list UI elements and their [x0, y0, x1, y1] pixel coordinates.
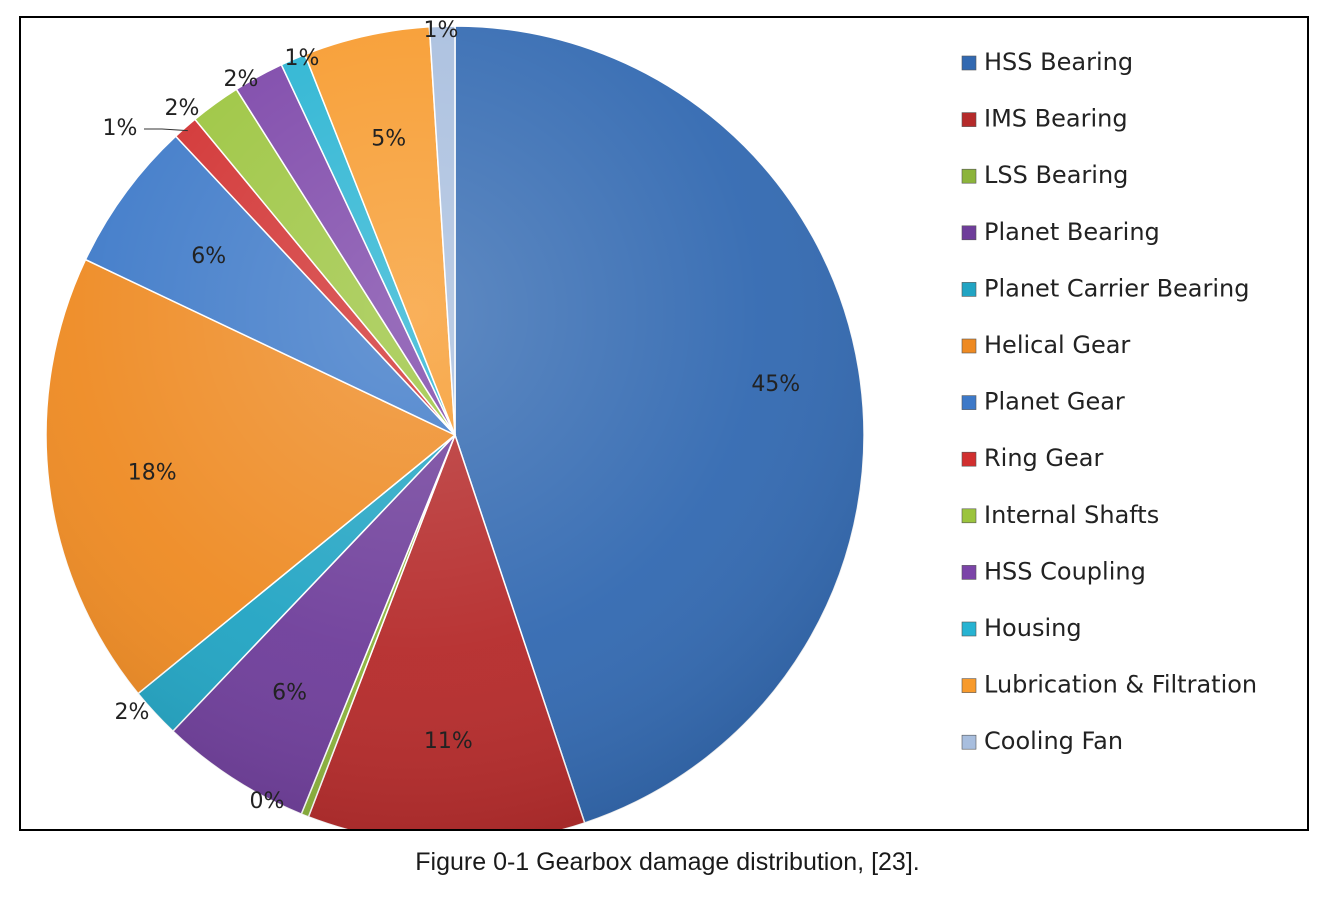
legend-label-hss-bearing: HSS Bearing	[984, 48, 1133, 76]
data-label-internal-shafts: 2%	[165, 96, 200, 121]
data-label-planet-gear: 6%	[191, 244, 226, 269]
legend-swatch-housing	[961, 621, 977, 637]
legend-swatch-hss-coupling	[961, 565, 977, 580]
data-label-lubrication-and-filtration: 5%	[371, 126, 406, 151]
legend-label-planet-gear: Planet Gear	[984, 388, 1125, 416]
legend-label-ims-bearing: IMS Bearing	[984, 105, 1128, 133]
legend-label-internal-shafts: Internal Shafts	[984, 501, 1159, 529]
data-label-helical-gear: 18%	[128, 461, 177, 486]
data-label-lss-bearing: 0%	[250, 789, 285, 814]
legend-swatch-ims-bearing	[961, 112, 977, 127]
data-label-planet-bearing: 6%	[272, 680, 307, 705]
data-label-ims-bearing: 11%	[424, 729, 473, 754]
data-label-cooling-fan: 1%	[424, 18, 459, 43]
legend-swatch-cooling-fan	[961, 734, 977, 750]
legend-swatch-internal-shafts	[961, 508, 977, 524]
legend-label-lss-bearing: LSS Bearing	[984, 161, 1128, 189]
legend-swatch-hss-bearing	[961, 55, 977, 71]
pie-chart: 45% 11% 0% 6% 2% 18% 6% 1% 2% 2% 1% 5% 1% HSS Bearin…	[45, 18, 1257, 829]
legend-label-cooling-fan: Cooling Fan	[984, 727, 1123, 755]
legend-swatch-planet-bearing	[961, 225, 977, 241]
figure-caption: Figure 0-1 Gearbox damage distribution, …	[415, 848, 920, 876]
chart-frame: 45% 11% 0% 6% 2% 18% 6% 1% 2% 2% 1% 5% 1% HSS Bearin…	[19, 16, 1309, 831]
legend-label-helical-gear: Helical Gear	[984, 331, 1130, 359]
legend-swatch-ring-gear	[961, 451, 977, 467]
legend-swatch-planet-carrier-bearing	[961, 282, 977, 297]
legend-swatch-helical-gear	[961, 338, 977, 354]
data-label-housing: 1%	[285, 46, 320, 71]
legend-label-housing: Housing	[984, 614, 1082, 642]
data-label-ring-gear: 1%	[103, 116, 138, 141]
leader-line-ring-gear	[144, 128, 188, 132]
legend-label-planet-carrier-bearing: Planet Carrier Bearing	[984, 274, 1250, 302]
data-label-hss-bearing: 45%	[751, 372, 800, 397]
legend-swatch-lss-bearing	[961, 168, 977, 184]
legend-label-lubrication-and-filtration: Lubrication & Filtration	[984, 671, 1257, 699]
legend-label-ring-gear: Ring Gear	[984, 444, 1103, 472]
legend-label-planet-bearing: Planet Bearing	[984, 218, 1160, 246]
legend-swatch-lubrication-and-filtration	[961, 678, 977, 693]
legend-swatch-planet-gear	[961, 395, 977, 410]
data-label-hss-coupling: 2%	[224, 67, 259, 92]
data-label-planet-carrier-bearing: 2%	[115, 700, 150, 725]
legend-label-hss-coupling: HSS Coupling	[984, 557, 1146, 585]
